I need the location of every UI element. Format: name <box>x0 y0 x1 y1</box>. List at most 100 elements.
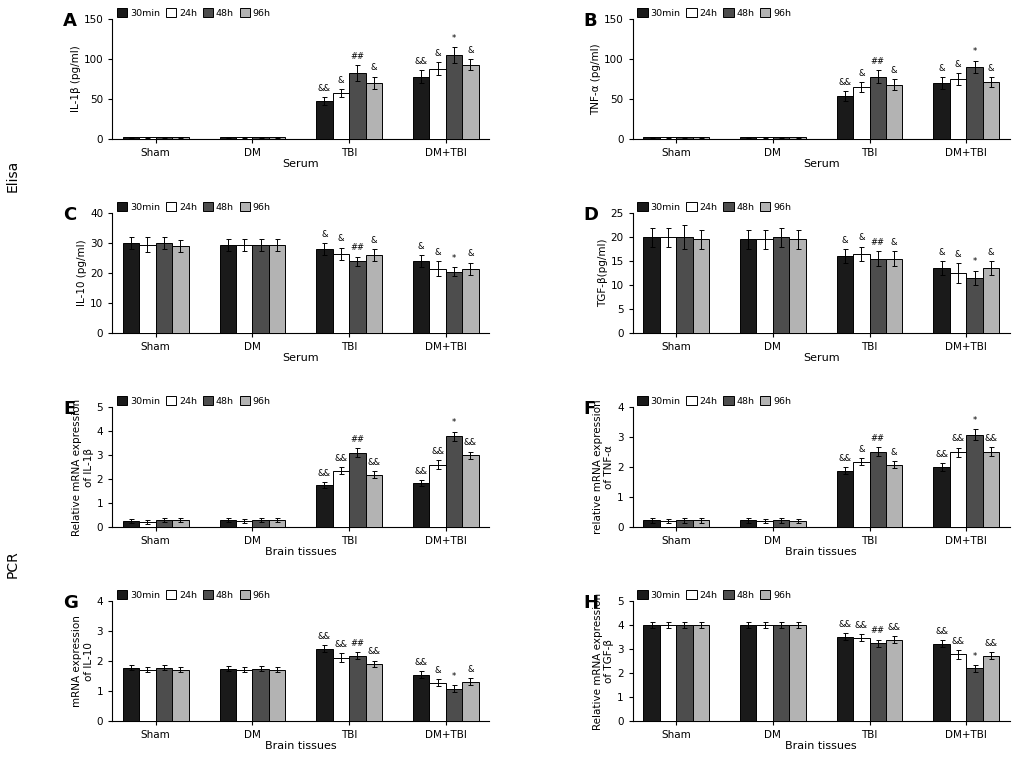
Bar <box>965 435 981 527</box>
Bar <box>789 240 805 333</box>
X-axis label: Serum: Serum <box>282 353 319 363</box>
Bar <box>981 656 999 721</box>
Text: Elisa: Elisa <box>5 160 19 192</box>
Bar <box>886 259 902 333</box>
Text: &&: && <box>415 658 427 667</box>
Text: ##: ## <box>870 57 883 66</box>
Text: &: & <box>337 234 343 243</box>
Y-axis label: Relative mRNA expression
of TGF-β: Relative mRNA expression of TGF-β <box>592 593 613 729</box>
Bar <box>252 520 269 527</box>
Bar <box>269 520 285 527</box>
X-axis label: Serum: Serum <box>282 159 319 169</box>
Text: &: & <box>467 46 473 55</box>
Bar <box>172 520 189 527</box>
Bar <box>789 521 805 527</box>
Bar <box>445 436 462 527</box>
Bar <box>949 79 965 139</box>
Bar <box>981 82 999 139</box>
Text: &&: && <box>334 640 347 649</box>
Bar <box>445 689 462 721</box>
Bar <box>932 467 949 527</box>
Bar <box>886 85 902 139</box>
Bar <box>332 658 348 721</box>
Text: C: C <box>63 206 76 224</box>
Text: &: & <box>891 66 897 75</box>
Bar <box>235 521 252 527</box>
Bar <box>965 67 981 139</box>
Bar <box>756 625 772 721</box>
Bar <box>269 669 285 721</box>
Text: &&: && <box>983 434 997 443</box>
Bar <box>122 243 140 333</box>
Text: &: & <box>857 69 864 78</box>
Bar <box>739 240 756 333</box>
Legend: 30min, 24h, 48h, 96h: 30min, 24h, 48h, 96h <box>117 591 271 600</box>
Bar <box>981 452 999 527</box>
Text: &&: && <box>318 632 330 641</box>
X-axis label: Brain tissues: Brain tissues <box>785 742 856 752</box>
Y-axis label: TGF-β(pg/ml): TGF-β(pg/ml) <box>597 239 607 307</box>
Bar <box>269 137 285 139</box>
Text: &&: && <box>334 454 347 463</box>
Y-axis label: IL-10 (pg/ml): IL-10 (pg/ml) <box>77 240 88 306</box>
Legend: 30min, 24h, 48h, 96h: 30min, 24h, 48h, 96h <box>637 202 791 212</box>
Bar <box>348 73 365 139</box>
Bar <box>981 269 999 333</box>
Text: &&: && <box>367 458 380 467</box>
Bar <box>269 245 285 333</box>
Bar <box>949 273 965 333</box>
Bar <box>122 668 140 721</box>
Bar <box>172 137 189 139</box>
Text: &&: && <box>415 467 427 475</box>
X-axis label: Brain tissues: Brain tissues <box>265 547 336 558</box>
Bar <box>692 137 708 139</box>
Bar <box>756 137 772 139</box>
Text: &&: && <box>854 621 867 630</box>
Text: *: * <box>451 34 455 43</box>
Bar <box>462 681 478 721</box>
Bar <box>445 55 462 139</box>
Bar <box>869 76 886 139</box>
Text: &&: && <box>318 84 330 93</box>
Y-axis label: IL-1β (pg/ml): IL-1β (pg/ml) <box>70 46 81 112</box>
Bar <box>156 668 172 721</box>
Text: &: & <box>937 248 944 257</box>
Bar <box>659 521 676 527</box>
Y-axis label: mRNA expression
of IL-10: mRNA expression of IL-10 <box>72 615 94 707</box>
Bar <box>140 245 156 333</box>
Text: F: F <box>583 400 595 418</box>
Y-axis label: relative mRNA expression
of TNF-α: relative mRNA expression of TNF-α <box>592 400 613 534</box>
Bar <box>140 522 156 527</box>
Text: ##: ## <box>350 52 364 61</box>
Bar <box>932 644 949 721</box>
Bar <box>772 237 789 333</box>
Bar <box>789 137 805 139</box>
Text: &: & <box>986 64 994 73</box>
Legend: 30min, 24h, 48h, 96h: 30min, 24h, 48h, 96h <box>637 396 791 406</box>
Bar <box>365 475 382 527</box>
Text: &: & <box>370 236 377 245</box>
Text: ##: ## <box>870 238 883 247</box>
Text: ##: ## <box>350 639 364 648</box>
Bar <box>836 471 852 527</box>
Text: &: & <box>434 49 440 58</box>
Text: &: & <box>857 233 864 243</box>
Bar <box>643 625 659 721</box>
Bar <box>932 269 949 333</box>
Text: &&: && <box>838 620 851 629</box>
Text: &&: && <box>951 637 964 646</box>
Bar <box>886 465 902 527</box>
Bar <box>316 249 332 333</box>
Text: *: * <box>451 672 455 681</box>
Bar <box>429 69 445 139</box>
Bar <box>156 137 172 139</box>
Bar <box>316 649 332 721</box>
Bar <box>348 452 365 527</box>
Bar <box>836 256 852 333</box>
Bar <box>462 65 478 139</box>
Bar <box>252 245 269 333</box>
Bar <box>219 668 235 721</box>
Text: &: & <box>986 248 994 257</box>
Text: &: & <box>434 666 440 675</box>
Text: ##: ## <box>870 626 883 636</box>
